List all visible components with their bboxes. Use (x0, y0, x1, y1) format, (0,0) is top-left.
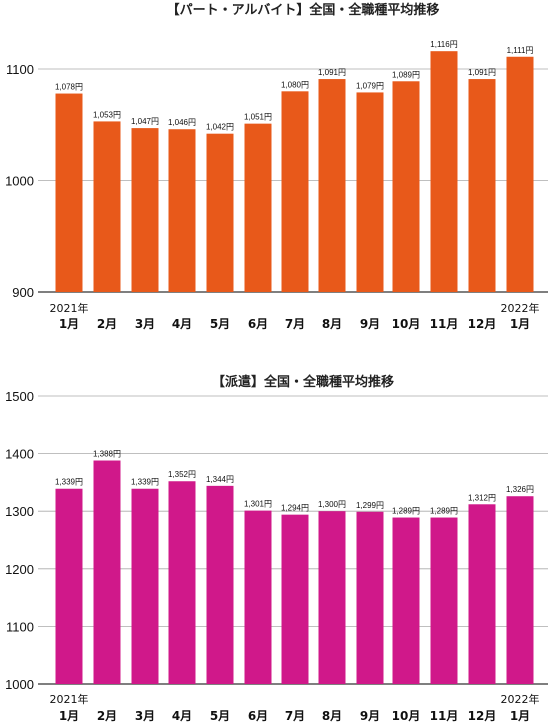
data-label: 1,339円 (131, 478, 159, 487)
x-year-label: 2022年 (501, 301, 540, 315)
x-tick-label: 1月 (510, 317, 530, 331)
x-year-label: 2021年 (50, 301, 89, 315)
y-tick-label: 1300 (5, 504, 34, 519)
bar (93, 460, 121, 684)
bar (93, 121, 121, 292)
data-label: 1,051円 (244, 113, 272, 122)
data-label: 1,294円 (281, 504, 309, 513)
bar (392, 517, 420, 684)
x-tick-label: 12月 (468, 709, 497, 723)
bar (281, 514, 309, 684)
data-label: 1,042円 (206, 123, 234, 132)
chart-2: 【派遣】全国・全職種平均推移 1000 1100 1200 1300 1400 1500 1,… (5, 374, 548, 723)
y-tick-label: 900 (12, 285, 34, 300)
x-tick-label: 1月 (59, 709, 79, 723)
y-tick-label: 1400 (5, 447, 34, 462)
x-tick-label: 3月 (135, 317, 155, 331)
data-label: 1,047円 (131, 117, 159, 126)
data-label: 1,091円 (318, 68, 346, 77)
x-tick-label: 8月 (322, 317, 342, 331)
x-tick-label: 2月 (97, 317, 117, 331)
bar (55, 93, 83, 292)
x-tick-label: 5月 (210, 709, 230, 723)
y-tick-label: 1100 (6, 62, 34, 77)
bar (281, 91, 309, 292)
bar (168, 481, 196, 684)
x-tick-label: 1月 (59, 317, 79, 331)
x-tick-label: 9月 (360, 709, 380, 723)
data-label: 1,289円 (430, 507, 458, 516)
x-tick-label: 1月 (510, 709, 530, 723)
bar (55, 488, 83, 684)
x-tick-label: 6月 (248, 709, 268, 723)
bar (168, 129, 196, 292)
data-label: 1,089円 (392, 70, 420, 79)
x-tick-label: 4月 (172, 317, 192, 331)
x-tick-label: 5月 (210, 317, 230, 331)
bar (468, 504, 496, 684)
bar (131, 128, 159, 292)
bar (244, 510, 272, 684)
y-tick-label: 1000 (5, 677, 34, 692)
data-label: 1,091円 (468, 68, 496, 77)
data-label: 1,388円 (93, 450, 121, 459)
x-tick-label: 3月 (135, 709, 155, 723)
bar (318, 79, 346, 292)
data-label: 1,116円 (430, 40, 457, 49)
x-year-label: 2021年 (50, 692, 89, 706)
data-label: 1,080円 (281, 80, 309, 89)
data-label: 1,079円 (356, 81, 384, 90)
data-label: 1,299円 (356, 501, 384, 510)
bar (430, 51, 458, 292)
x-tick-label: 10月 (392, 709, 421, 723)
y-tick-label: 1000 (5, 174, 34, 189)
bar (430, 517, 458, 684)
bar (131, 488, 159, 684)
data-label: 1,078円 (55, 83, 83, 92)
x-tick-label: 12月 (468, 317, 497, 331)
data-label: 1,352円 (168, 470, 196, 479)
chart-1: 【パート・アルバイト】全国・全職種平均推移 900 1000 1100 1,078円 1,… (5, 2, 548, 331)
x-year-label: 2022年 (501, 692, 540, 706)
data-label: 1,289円 (392, 507, 420, 516)
x-tick-label: 4月 (172, 709, 192, 723)
x-tick-label: 11月 (430, 709, 459, 723)
data-label: 1,344円 (206, 475, 234, 484)
bar (506, 496, 534, 684)
y-tick-label: 1200 (5, 562, 34, 577)
x-tick-label: 11月 (430, 317, 459, 331)
x-tick-label: 7月 (285, 317, 305, 331)
bar (356, 511, 384, 684)
bar (392, 81, 420, 293)
data-label: 1,339円 (55, 478, 83, 487)
data-label: 1,312円 (468, 493, 496, 502)
data-label: 1,046円 (168, 118, 196, 127)
x-tick-label: 9月 (360, 317, 380, 331)
bar (506, 56, 534, 292)
x-tick-label: 7月 (285, 709, 305, 723)
bar (206, 485, 234, 684)
y-tick-label: 1100 (6, 619, 34, 634)
x-tick-label: 10月 (392, 317, 421, 331)
chart-title: 【パート・アルバイト】全国・全職種平均推移 (167, 2, 440, 18)
data-label: 1,301円 (244, 500, 272, 509)
bar (206, 133, 234, 292)
x-tick-label: 2月 (97, 709, 117, 723)
data-label: 1,111円 (507, 46, 534, 55)
bar (318, 511, 346, 684)
data-label: 1,326円 (506, 485, 534, 494)
y-tick-label: 1500 (5, 389, 34, 404)
bar (244, 123, 272, 292)
chart-title: 【派遣】全国・全職種平均推移 (212, 374, 394, 390)
bar (356, 92, 384, 292)
x-tick-label: 8月 (322, 709, 342, 723)
data-label: 1,053円 (93, 110, 121, 119)
data-label: 1,300円 (318, 500, 346, 509)
bar (468, 79, 496, 292)
x-tick-label: 6月 (248, 317, 268, 331)
